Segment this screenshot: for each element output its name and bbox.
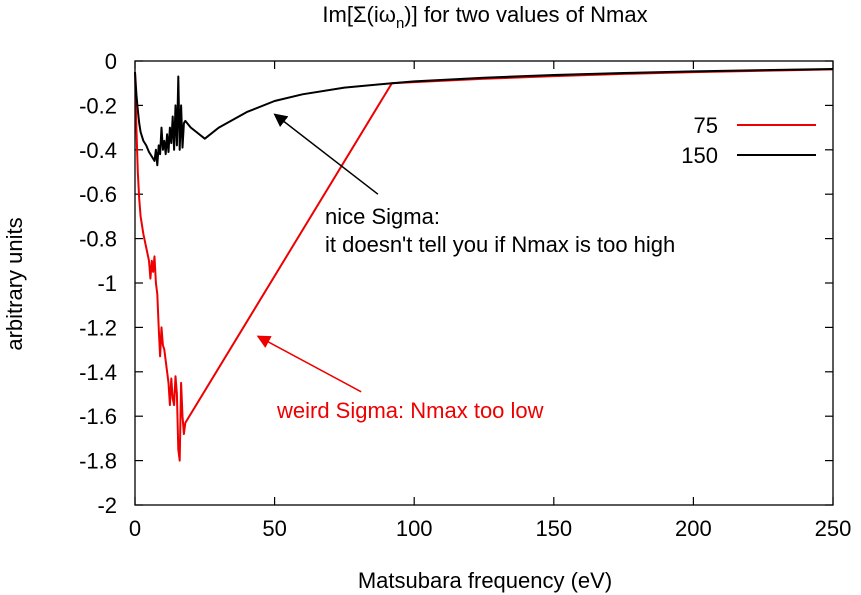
y-tick-label: -0.6	[79, 182, 117, 207]
annotation-text-0-1: it doesn't tell you if Nmax is too high	[325, 232, 675, 257]
x-tick-label: 0	[129, 516, 141, 541]
x-tick-label: 200	[675, 516, 712, 541]
series-line-150	[134, 68, 834, 167]
chart-title-subscript: n	[396, 15, 404, 32]
x-tick-label: 50	[262, 516, 286, 541]
x-tick-label: 100	[396, 516, 433, 541]
y-tick-label: -1.6	[79, 404, 117, 429]
plot-frame	[134, 60, 834, 506]
annotation-layer: nice Sigma: it doesn't tell you if Nmax i…	[256, 113, 675, 423]
annotation-text-0-0: nice Sigma:	[325, 204, 440, 229]
y-tick-label: -2	[97, 493, 117, 518]
x-tick-label: 150	[535, 516, 572, 541]
series-layer	[134, 68, 834, 462]
annotation-text-1-0: weird Sigma: Nmax too low	[276, 398, 544, 423]
y-tick-label: -0.8	[79, 227, 117, 252]
y-tick-label: 0	[105, 49, 117, 74]
y-tick-label: -0.4	[79, 138, 117, 163]
y-tick-label: -1.2	[79, 315, 117, 340]
y-tick-label: -1.8	[79, 449, 117, 474]
y-axis-label: arbitrary units	[2, 217, 27, 350]
y-tick-label: -0.2	[79, 93, 117, 118]
y-tick-label: -1.4	[79, 360, 117, 385]
axis-ticks: 0 50 100 150 200 250 0 -0.2 -0.4 -0.6 -0.8 -1 -1.2 -1…	[79, 49, 851, 541]
annotation-arrow-0	[273, 113, 379, 195]
chart-title: Im[Σ(iωn)] for two values of Nmax	[322, 2, 647, 32]
legend-label-150: 150	[681, 143, 718, 168]
x-axis-label: Matsubara frequency (eV)	[358, 568, 612, 593]
legend-label-75: 75	[694, 113, 718, 138]
x-tick-label: 250	[815, 516, 852, 541]
y-tick-label: -1	[97, 271, 117, 296]
annotation-arrow-1	[256, 335, 362, 393]
